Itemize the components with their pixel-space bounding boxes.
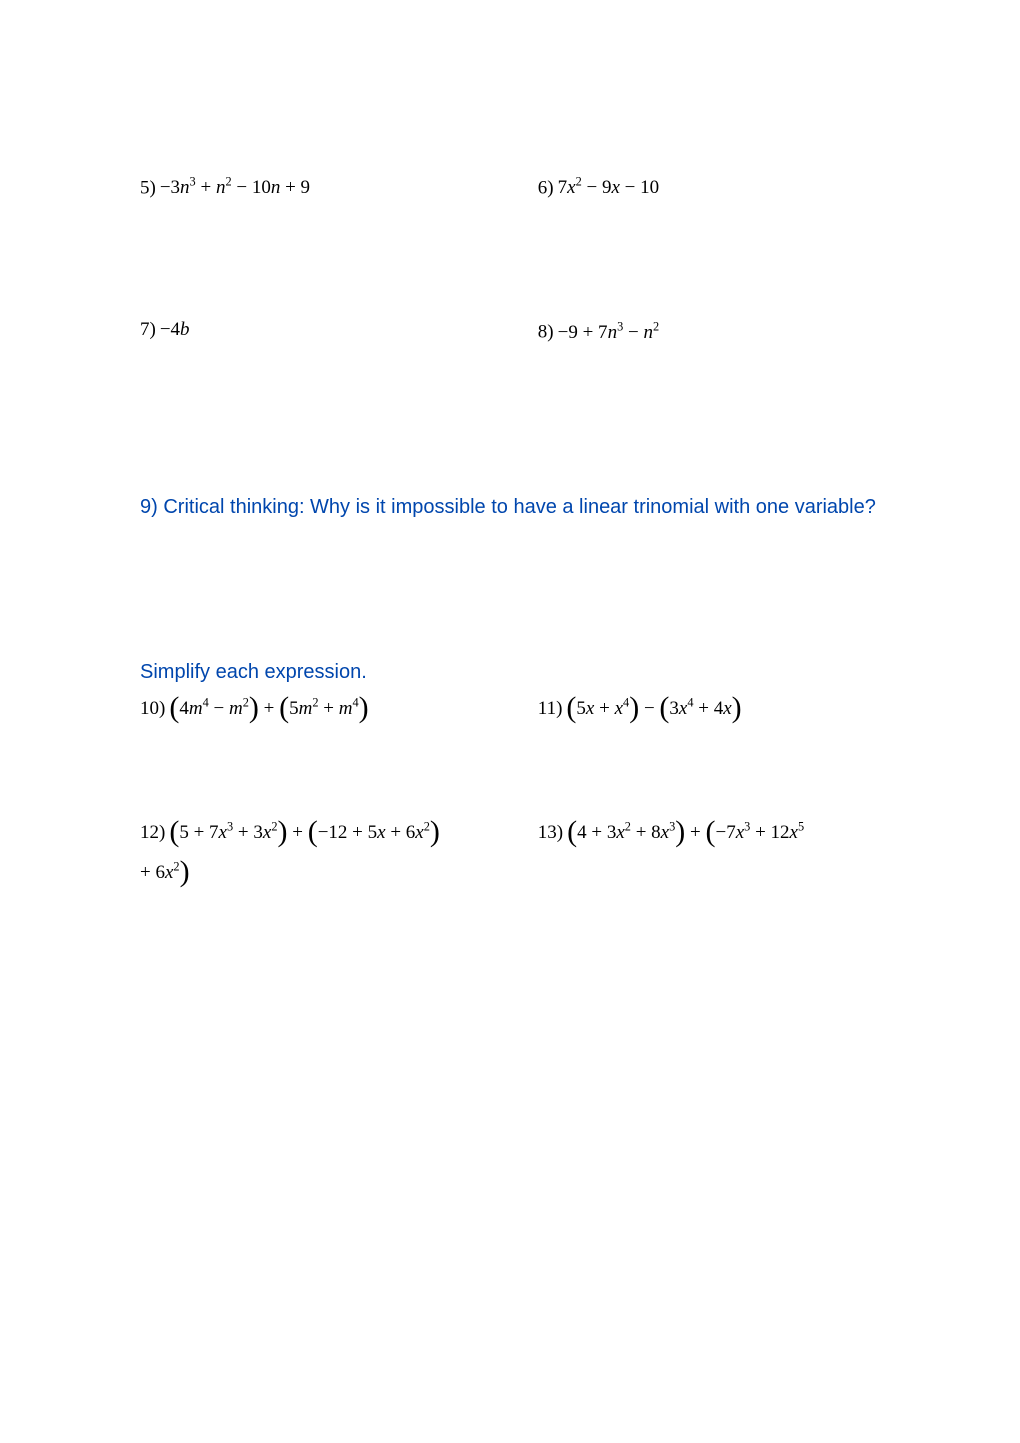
- expression: −4b: [160, 319, 190, 340]
- expression: (4m4 − m2) + (5m2 + m4): [169, 698, 368, 719]
- problem-number: 8): [538, 322, 554, 343]
- problem-12: 12) (5 + 7x3 + 3x2) + (−12 + 5x + 6x2) +…: [140, 812, 538, 886]
- expression: (5x + x4) − (3x4 + 4x): [566, 698, 741, 719]
- expression: 7x2 − 9x − 10: [558, 177, 659, 198]
- problem-number: 10): [140, 698, 165, 719]
- problem-number: 7): [140, 319, 156, 340]
- problem-6: 6) 7x2 − 9x − 10: [538, 175, 905, 199]
- problem-number: 6): [538, 177, 554, 198]
- expression: −3n3 + n2 − 10n + 9: [160, 177, 310, 198]
- problem-number: 13): [538, 822, 563, 843]
- problem-number: 12): [140, 822, 165, 843]
- problem-row-12-13: 12) (5 + 7x3 + 3x2) + (−12 + 5x + 6x2) +…: [140, 812, 905, 886]
- expression: (5 + 7x3 + 3x2) + (−12 + 5x + 6x2): [169, 822, 440, 843]
- problem-7: 7) −4b: [140, 319, 538, 343]
- problem-10: 10) (4m4 − m2) + (5m2 + m4): [140, 688, 538, 722]
- problem-5: 5) −3n3 + n2 − 10n + 9: [140, 175, 538, 199]
- expression: (4 + 3x2 + 8x3) + (−7x3 + 12x5: [567, 822, 804, 843]
- problem-8: 8) −9 + 7n3 − n2: [538, 319, 905, 343]
- expression: −9 + 7n3 − n2: [558, 322, 660, 343]
- expression-continuation: + 6x2): [140, 852, 538, 886]
- problem-row-7-8: 7) −4b 8) −9 + 7n3 − n2: [140, 319, 905, 343]
- simplify-heading: Simplify each expression.: [140, 661, 905, 684]
- problem-13: 13) (4 + 3x2 + 8x3) + (−7x3 + 12x5: [538, 812, 905, 886]
- problem-number: 5): [140, 177, 156, 198]
- problem-11: 11) (5x + x4) − (3x4 + 4x): [538, 688, 905, 722]
- problem-9-critical-thinking: 9) Critical thinking: Why is it impossib…: [140, 494, 905, 521]
- problem-number: 11): [538, 698, 563, 719]
- problem-row-5-6: 5) −3n3 + n2 − 10n + 9 6) 7x2 − 9x − 10: [140, 175, 905, 199]
- problem-row-10-11: 10) (4m4 − m2) + (5m2 + m4) 11) (5x + x4…: [140, 688, 905, 722]
